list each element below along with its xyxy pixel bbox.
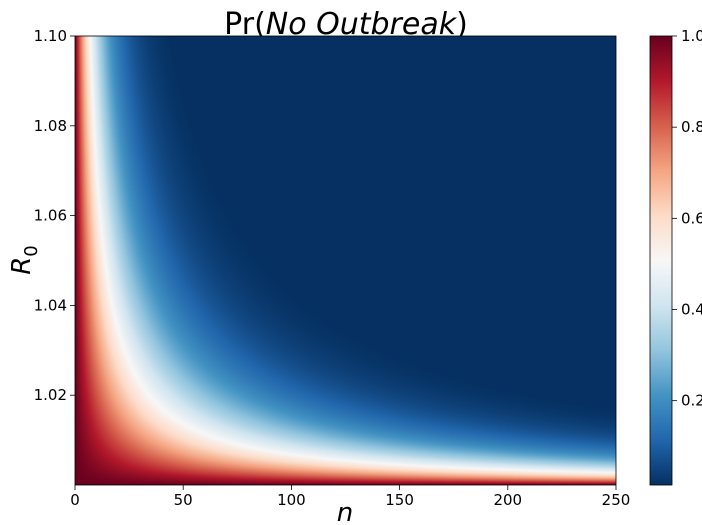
colorbar-tick-label: 0.4 bbox=[681, 301, 702, 319]
x-tick-label: 200 bbox=[493, 491, 522, 509]
colorbar-ticks: 0.2 0.4 0.6 0.8 1.0 bbox=[672, 27, 702, 410]
colorbar-tick-label: 0.2 bbox=[681, 392, 702, 410]
x-axis: 0 50 100 150 200 250 bbox=[70, 485, 630, 509]
x-tick-label: 100 bbox=[277, 491, 306, 509]
heatmap-image bbox=[75, 36, 616, 485]
colorbar-tick-label: 0.6 bbox=[681, 209, 702, 227]
y-tick-label: 1.10 bbox=[34, 27, 67, 45]
title-suffix: ) bbox=[456, 7, 468, 42]
colorbar-tick-label: 1.0 bbox=[681, 27, 702, 45]
heatmap-plot-area bbox=[74, 35, 617, 486]
x-axis-label: n bbox=[337, 498, 353, 525]
colorbar: 0.2 0.4 0.6 0.8 1.0 bbox=[649, 27, 702, 486]
y-tick-label: 1.06 bbox=[34, 207, 67, 225]
y-axis: 1.02 1.04 1.06 1.08 1.10 bbox=[34, 27, 75, 404]
colorbar-tick-label: 0.8 bbox=[681, 118, 702, 136]
y-axis-label: R0 bbox=[7, 245, 42, 275]
x-tick-label: 50 bbox=[174, 491, 193, 509]
colorbar-frame bbox=[649, 35, 673, 486]
plot-frame bbox=[74, 35, 617, 486]
x-tick-label: 0 bbox=[70, 491, 80, 509]
y-axis-label-subscript: 0 bbox=[21, 245, 42, 256]
x-tick-label: 250 bbox=[602, 491, 631, 509]
y-tick-label: 1.08 bbox=[34, 117, 67, 135]
x-tick-label: 150 bbox=[385, 491, 414, 509]
y-axis-label-main: R bbox=[7, 257, 37, 275]
y-tick-label: 1.04 bbox=[34, 296, 67, 314]
colorbar-gradient bbox=[650, 36, 672, 485]
y-tick-label: 1.02 bbox=[34, 386, 67, 404]
